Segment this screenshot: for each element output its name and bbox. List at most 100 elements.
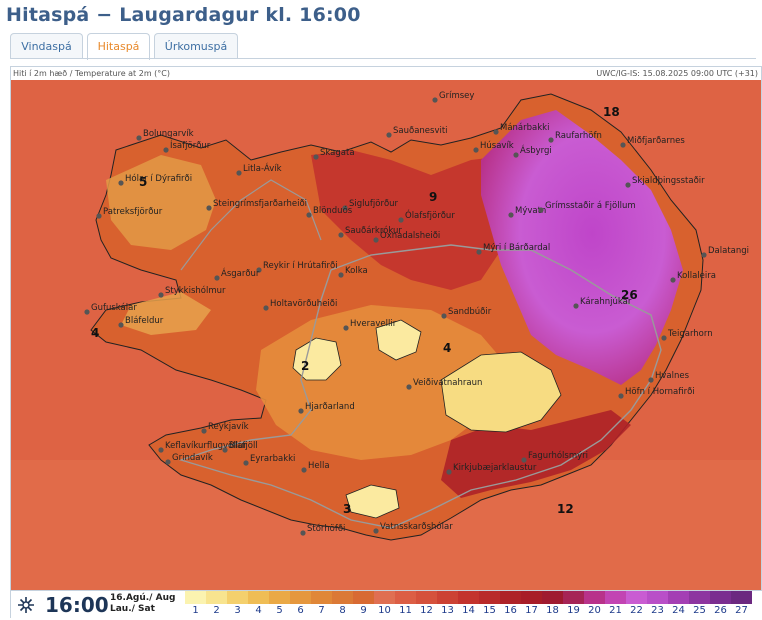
station-dot[interactable] (432, 97, 438, 103)
weather-station[interactable]: Hólar í Dýrafirði (118, 173, 192, 186)
station-dot[interactable] (301, 467, 307, 473)
weather-station[interactable]: Siglufjörður (342, 199, 399, 211)
station-dot[interactable] (84, 309, 90, 315)
station-dot[interactable] (508, 212, 514, 218)
station-dot[interactable] (493, 129, 499, 135)
tab-hitaspa[interactable]: Hitaspá (87, 33, 150, 60)
station-dot[interactable] (206, 205, 212, 211)
weather-station[interactable]: Bolungarvík (136, 129, 194, 141)
weather-station[interactable]: Mýri í Bárðardal (476, 243, 550, 255)
weather-station[interactable]: Dalatangi (701, 246, 749, 258)
station-dot[interactable] (620, 142, 626, 148)
weather-station[interactable]: Húsavík (473, 141, 514, 153)
station-dot[interactable] (476, 249, 482, 255)
tab-urkomuspa[interactable]: Úrkomuspá (154, 33, 238, 58)
station-dot[interactable] (163, 147, 169, 153)
station-dot[interactable] (342, 205, 348, 211)
station-dot[interactable] (441, 313, 447, 319)
weather-station[interactable]: Veiðivatnahraun (406, 378, 482, 390)
station-dot[interactable] (338, 232, 344, 238)
weather-station[interactable]: Sandbúðir (441, 307, 492, 319)
weather-station[interactable]: Sauðanesviti (386, 126, 448, 138)
station-dot[interactable] (201, 428, 207, 434)
station-dot[interactable] (222, 447, 228, 453)
weather-station[interactable]: Steingrímsfjarðarheiði (206, 199, 307, 211)
station-dot[interactable] (298, 408, 304, 414)
station-dot[interactable] (573, 303, 579, 309)
station-dot[interactable] (214, 275, 220, 281)
weather-station[interactable]: Stórhöfði (300, 523, 345, 536)
station-dot[interactable] (158, 292, 164, 298)
weather-station[interactable]: Grindavík (165, 453, 213, 465)
station-dot[interactable] (243, 460, 249, 466)
weather-station[interactable]: Bláfjöll (222, 441, 258, 453)
weather-station[interactable]: Litla-Ávík (236, 162, 282, 176)
station-dot[interactable] (625, 182, 631, 188)
station-dot[interactable] (165, 459, 171, 465)
weather-station[interactable]: Hvalnes (648, 371, 690, 383)
weather-station[interactable]: Ólafsfjörður (398, 209, 455, 223)
station-dot[interactable] (386, 132, 392, 138)
station-dot[interactable] (338, 272, 344, 278)
station-dot[interactable] (256, 267, 262, 273)
weather-station[interactable]: Blönduós (306, 205, 353, 218)
weather-station[interactable]: Grímsstaðir á Fjöllum (538, 201, 636, 213)
station-dot[interactable] (300, 530, 306, 536)
station-dot[interactable] (158, 447, 164, 453)
temperature-map[interactable]: 5 18 9 4 2 4 26 3 12 Grímsey BolungarvíkÍsafjörðu… (11, 80, 761, 590)
station-dot[interactable] (538, 207, 544, 213)
weather-station[interactable]: Miðfjarðarnes (620, 136, 685, 148)
weather-station[interactable]: Raufarhöfn (548, 131, 602, 143)
weather-station[interactable]: Keflavíkurflugvöllur (158, 441, 247, 453)
station-dot[interactable] (521, 457, 527, 463)
station-dot[interactable] (236, 170, 242, 176)
weather-station[interactable]: Kollaleira (670, 271, 716, 283)
station-dot[interactable] (136, 135, 142, 141)
station-dot[interactable] (306, 212, 312, 218)
weather-station[interactable]: Kolka (338, 266, 368, 278)
weather-station[interactable]: Reykjavík (201, 422, 249, 434)
station-dot[interactable] (96, 213, 102, 219)
weather-station[interactable]: Ísafjörður (163, 139, 211, 153)
weather-station[interactable]: Skjaldþingsstaðir (625, 176, 705, 188)
weather-station[interactable]: Eyrarbakki (243, 454, 295, 466)
weather-station[interactable]: Teigarhorn (661, 329, 713, 341)
weather-station[interactable]: Hjarðarland (298, 402, 355, 414)
weather-station[interactable]: Ásgarður (214, 267, 260, 281)
weather-station[interactable]: Hveravellir (343, 319, 397, 331)
station-dot[interactable] (548, 137, 554, 143)
station-dot[interactable] (313, 154, 319, 160)
weather-station[interactable]: Skagatá (313, 148, 355, 160)
weather-station[interactable]: Fagurhólsmýri (521, 450, 588, 463)
station-dot[interactable] (670, 277, 676, 283)
weather-station[interactable]: Sauðárkrókur (338, 225, 402, 238)
station-dot[interactable] (373, 528, 379, 534)
weather-station[interactable]: Kirkjubæjarklaustur (446, 463, 537, 475)
weather-station[interactable]: Reykir í Hrútafirði (256, 261, 338, 273)
weather-station[interactable]: Ásbyrgi (513, 144, 552, 158)
station-dot[interactable] (513, 152, 519, 158)
station-dot[interactable] (406, 384, 412, 390)
station-dot[interactable] (618, 393, 624, 399)
weather-station[interactable]: Gufuskálar (84, 303, 137, 315)
station-dot[interactable] (398, 217, 404, 223)
weather-station[interactable]: Holtavörðuheiði (263, 299, 337, 311)
weather-station[interactable]: Mánárbakki (493, 123, 549, 135)
weather-station[interactable]: Patreksfjörður (96, 207, 163, 219)
station-dot[interactable] (701, 252, 707, 258)
station-dot[interactable] (343, 325, 349, 331)
weather-station[interactable]: Kárahnjúkar (573, 297, 632, 309)
weather-station[interactable]: Grímsey (432, 91, 474, 103)
weather-station[interactable]: Hella (301, 461, 330, 473)
tab-vindaspa[interactable]: Vindaspá (10, 33, 83, 58)
station-dot[interactable] (473, 147, 479, 153)
weather-station[interactable]: Mývatn (508, 206, 546, 218)
station-dot[interactable] (661, 335, 667, 341)
station-dot[interactable] (118, 322, 124, 328)
station-dot[interactable] (118, 180, 124, 186)
weather-station[interactable]: Stykkishólmur (158, 285, 226, 298)
weather-station[interactable]: Höfn í Hornafirði (618, 387, 695, 399)
station-dot[interactable] (263, 305, 269, 311)
weather-station[interactable]: Bláfeldur (118, 316, 164, 328)
animate-icon[interactable] (17, 596, 35, 614)
